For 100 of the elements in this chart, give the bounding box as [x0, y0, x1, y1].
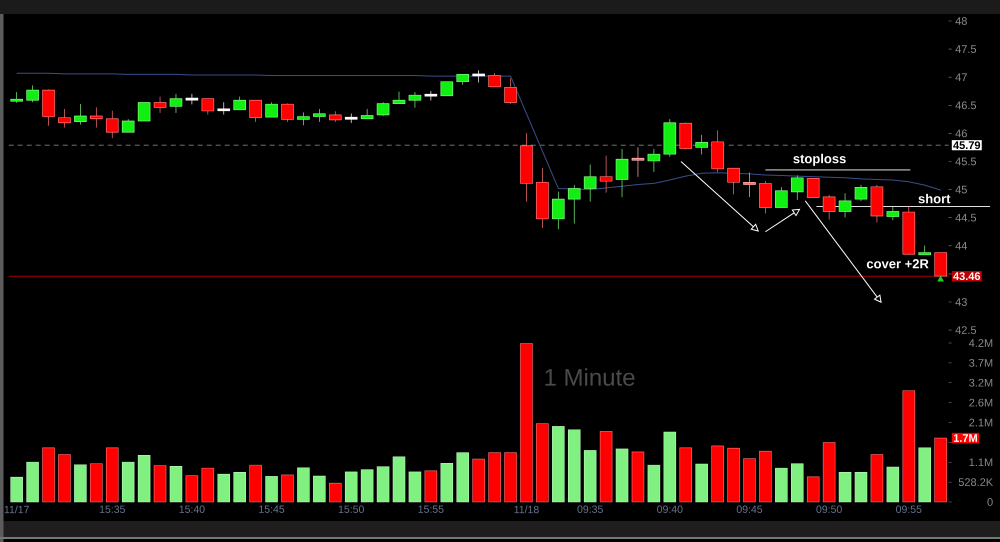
bar	[870, 454, 884, 502]
bar	[329, 482, 342, 502]
annotation: cover +2R	[866, 259, 929, 268]
y-tick-label: 46.5	[955, 101, 976, 110]
candlestick	[90, 107, 103, 128]
x-tick-label: 15:35	[100, 506, 125, 513]
y-tick-label: 0	[987, 498, 993, 506]
x-tick-label: 15:45	[259, 506, 284, 513]
bar	[456, 452, 470, 502]
x-tick-label: 15:40	[180, 506, 205, 513]
candlestick	[233, 96, 246, 110]
candlestick	[408, 92, 422, 108]
ref-line-label: 45.79	[953, 141, 980, 150]
bar	[154, 465, 166, 502]
candlestick	[520, 133, 533, 202]
candlestick	[870, 184, 884, 223]
y-tick-label: 46	[955, 130, 967, 138]
y-tick-label: 43	[955, 298, 967, 306]
x-tick-label: 15:55	[418, 506, 444, 513]
bar	[886, 466, 900, 502]
bar	[838, 472, 852, 502]
y-tick-label: 47	[955, 73, 967, 81]
candlestick	[918, 245, 932, 256]
x-tick-label: 09:40	[657, 506, 683, 513]
bar	[790, 463, 804, 502]
y-tick-label: 3.7M	[969, 358, 992, 367]
bar	[934, 438, 947, 502]
bar	[822, 442, 836, 502]
annotation: 1 Minute	[545, 368, 634, 386]
bar	[10, 476, 23, 502]
bar	[472, 458, 485, 502]
bar	[313, 476, 326, 502]
candlestick	[727, 168, 740, 194]
candlestick	[456, 74, 470, 85]
ref-line-label: 43.46	[953, 272, 980, 280]
candlestick	[806, 178, 820, 198]
bar	[759, 450, 772, 502]
bar	[106, 448, 119, 502]
candlestick	[886, 206, 900, 220]
candlestick	[648, 148, 660, 172]
y-tick-label: 42.5	[955, 326, 976, 334]
bar	[186, 475, 198, 502]
candlestick	[632, 147, 644, 178]
bar	[297, 467, 310, 502]
bar	[504, 452, 517, 502]
bar	[265, 476, 278, 502]
candlestick	[536, 168, 549, 228]
bar	[281, 474, 294, 502]
bar	[711, 446, 724, 502]
candlestick	[122, 119, 135, 133]
bar	[568, 429, 581, 502]
candlestick	[838, 193, 852, 218]
bar	[616, 448, 628, 502]
candlestick	[392, 91, 406, 104]
bar	[376, 466, 390, 502]
y-tick-label: 45.5	[955, 158, 976, 166]
bar	[202, 468, 214, 502]
candlestick	[281, 103, 294, 122]
bar	[918, 448, 931, 502]
candlestick	[42, 89, 55, 126]
candlestick	[552, 192, 565, 230]
bar	[217, 474, 230, 502]
y-tick-label: 4.2M	[968, 339, 992, 347]
candlestick	[695, 134, 708, 155]
candlestick	[202, 98, 214, 115]
candlestick	[58, 108, 71, 128]
bar	[727, 448, 740, 502]
x-tick-label: 09:50	[816, 506, 842, 513]
bar	[584, 450, 596, 502]
bar	[424, 470, 438, 502]
x-tick-label: 09:35	[577, 506, 603, 513]
candlestick	[616, 148, 628, 198]
candlestick	[711, 130, 724, 172]
candlestick	[440, 81, 454, 96]
x-tick-label: 15:50	[338, 506, 364, 513]
bar	[360, 469, 374, 502]
bar	[122, 462, 134, 502]
candlestick	[790, 175, 804, 200]
candlestick	[376, 102, 390, 116]
bar	[344, 472, 358, 502]
candlestick	[743, 172, 756, 198]
bar	[249, 464, 262, 502]
candlestick	[106, 110, 119, 138]
candlestick	[584, 164, 596, 202]
bar	[695, 464, 708, 502]
bar	[408, 472, 422, 502]
bar	[632, 452, 644, 502]
bar	[902, 390, 916, 502]
bar	[520, 343, 533, 502]
bar	[679, 448, 692, 502]
candlestick	[10, 92, 23, 103]
candlestick	[154, 96, 166, 113]
bar	[138, 455, 150, 502]
candlestick	[297, 112, 310, 126]
y-tick-label: 47.5	[955, 45, 976, 53]
candlestick	[854, 184, 868, 202]
candlestick	[902, 206, 916, 256]
bar	[536, 423, 549, 502]
data-label: 1.7M	[954, 434, 977, 442]
bar	[42, 448, 55, 502]
